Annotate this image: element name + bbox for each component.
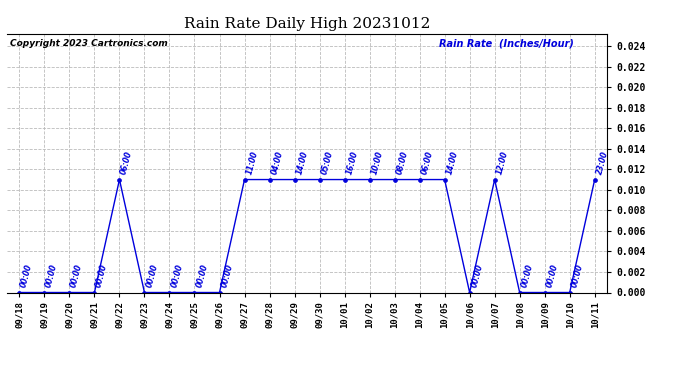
Text: 00:00: 00:00 bbox=[170, 263, 184, 288]
Text: 05:00: 05:00 bbox=[319, 150, 335, 176]
Text: 14:00: 14:00 bbox=[295, 150, 309, 176]
Text: 06:00: 06:00 bbox=[420, 150, 435, 176]
Text: 00:00: 00:00 bbox=[44, 263, 59, 288]
Text: 00:00: 00:00 bbox=[570, 263, 584, 288]
Text: 00:00: 00:00 bbox=[470, 263, 484, 288]
Text: 00:00: 00:00 bbox=[544, 263, 560, 288]
Text: Copyright 2023 Cartronics.com: Copyright 2023 Cartronics.com bbox=[10, 39, 168, 48]
Text: 16:00: 16:00 bbox=[344, 150, 359, 176]
Text: 12:00: 12:00 bbox=[495, 150, 509, 176]
Text: 14:00: 14:00 bbox=[444, 150, 460, 176]
Text: 23:00: 23:00 bbox=[595, 150, 609, 176]
Text: 00:00: 00:00 bbox=[520, 263, 535, 288]
Text: 00:00: 00:00 bbox=[195, 263, 209, 288]
Text: 00:00: 00:00 bbox=[19, 263, 34, 288]
Text: 04:00: 04:00 bbox=[270, 150, 284, 176]
Text: 06:00: 06:00 bbox=[119, 150, 135, 176]
Text: 00:00: 00:00 bbox=[70, 263, 84, 288]
Title: Rain Rate Daily High 20231012: Rain Rate Daily High 20231012 bbox=[184, 17, 431, 31]
Text: 10:00: 10:00 bbox=[370, 150, 384, 176]
Text: 08:00: 08:00 bbox=[395, 150, 409, 176]
Text: 00:00: 00:00 bbox=[95, 263, 109, 288]
Text: 11:00: 11:00 bbox=[244, 150, 259, 176]
Text: 00:00: 00:00 bbox=[219, 263, 235, 288]
Text: Rain Rate  (Inches/Hour): Rain Rate (Inches/Hour) bbox=[439, 39, 574, 49]
Text: 00:00: 00:00 bbox=[144, 263, 159, 288]
